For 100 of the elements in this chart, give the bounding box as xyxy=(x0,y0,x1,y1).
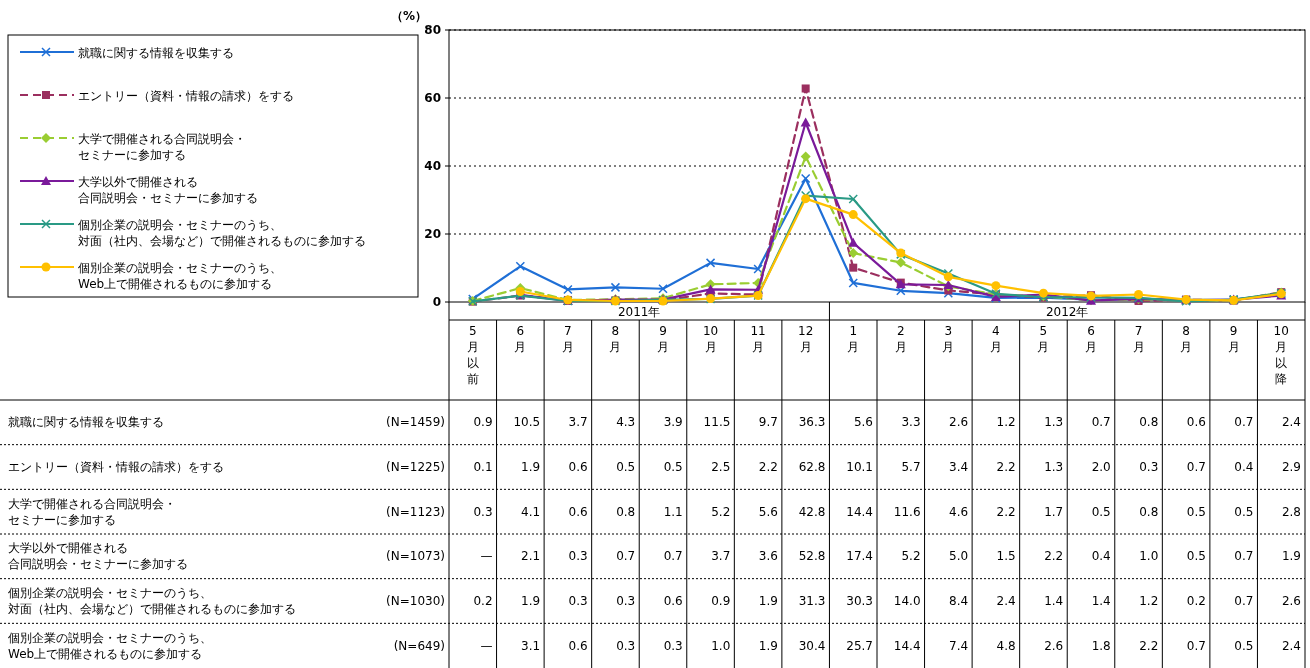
y-tick-label: 20 xyxy=(424,227,441,241)
data-label: 17.4 xyxy=(846,549,873,564)
data-label: 0.9 xyxy=(711,594,731,608)
data-label: 5.2 xyxy=(901,549,921,564)
data-label: 30.3 xyxy=(846,594,873,608)
data-label: 0.5 xyxy=(1186,549,1206,564)
data-label: 0.5 xyxy=(663,460,683,474)
text: 2012年 xyxy=(1045,305,1089,319)
data-label: 1.7 xyxy=(1044,504,1064,519)
data-label: 2.2 xyxy=(1044,549,1064,564)
data-label: 2.9 xyxy=(1281,460,1301,474)
data-label: 2.2 xyxy=(996,460,1016,474)
text: (N=1030) xyxy=(386,594,445,608)
data-label: 0.7 xyxy=(1234,415,1254,430)
data-label: 2.2 xyxy=(1139,638,1159,653)
data-label: 0.1 xyxy=(473,460,493,474)
data-label: 2.6 xyxy=(949,415,969,430)
data-label: 3.1 xyxy=(521,638,541,653)
data-label: 1.3 xyxy=(1044,415,1064,430)
y-tick-label: 80 xyxy=(424,23,441,37)
data-label: 0.5 xyxy=(616,460,636,474)
data-label: 8.4 xyxy=(949,594,969,608)
data-label: 14.4 xyxy=(893,638,921,653)
text: (N=1073) xyxy=(386,549,445,564)
data-label: 0.7 xyxy=(1234,549,1254,564)
data-label: 0.2 xyxy=(473,594,493,608)
data-label: 0.5 xyxy=(1234,638,1254,653)
data-label: 36.3 xyxy=(798,415,826,430)
x-tick-label: 1月 xyxy=(847,324,860,354)
data-label: 0.3 xyxy=(473,504,493,519)
data-label: 0.7 xyxy=(1234,594,1254,608)
x-tick-label: 10月以降 xyxy=(1273,324,1289,386)
x-tick-label: 11月 xyxy=(750,324,766,354)
legend-label: エントリー（資料・情報の請求）をする xyxy=(78,89,294,103)
data-label: 1.4 xyxy=(1044,594,1064,608)
data-label: 1.1 xyxy=(663,504,683,519)
data-label: 1.3 xyxy=(1044,460,1064,474)
data-label: 0.6 xyxy=(663,594,683,608)
data-label: 1.8 xyxy=(1091,638,1111,653)
data-label: 14.4 xyxy=(846,504,873,519)
data-label: 1.0 xyxy=(711,638,731,653)
data-label: 0.8 xyxy=(616,504,636,519)
text: 大学以外で開催される合同説明会・セミナーに参加する xyxy=(8,541,188,572)
data-label: 0.6 xyxy=(568,638,588,653)
text: (N=649) xyxy=(393,638,445,653)
data-label: 4.1 xyxy=(521,504,541,519)
data-label: 0.4 xyxy=(1091,549,1111,564)
y-tick-label: 60 xyxy=(424,91,441,105)
data-label: 0.7 xyxy=(663,549,683,564)
data-label: 2.2 xyxy=(996,504,1016,519)
text: — xyxy=(480,549,493,564)
data-label: 1.9 xyxy=(521,594,541,608)
data-label: 3.7 xyxy=(711,549,731,564)
text: (N=1123) xyxy=(386,504,445,519)
data-label: 0.3 xyxy=(616,638,636,653)
data-label: 2.6 xyxy=(1281,594,1301,608)
data-label: 0.5 xyxy=(1186,504,1206,519)
data-label: 4.6 xyxy=(949,504,969,519)
data-label: 1.9 xyxy=(521,460,541,474)
data-label: 10.1 xyxy=(846,460,873,474)
data-label: 5.6 xyxy=(758,504,778,519)
x-tick-label: 6月 xyxy=(514,324,527,354)
data-label: 10.5 xyxy=(513,415,541,430)
data-label: 0.2 xyxy=(1186,594,1206,608)
data-label: 4.3 xyxy=(616,415,636,430)
data-label: 3.9 xyxy=(663,415,683,430)
data-label: 3.3 xyxy=(901,415,921,430)
data-label: 11.6 xyxy=(893,504,921,519)
x-tick-label: 5月 xyxy=(1037,324,1050,354)
data-label: 1.4 xyxy=(1091,594,1111,608)
x-tick-label: 4月 xyxy=(989,324,1002,354)
data-label: 0.7 xyxy=(1091,415,1111,430)
x-tick-label: 10月 xyxy=(702,324,719,354)
legend-label: 個別企業の説明会・セミナーのうち、Web上で開催されるものに参加する xyxy=(78,261,282,291)
legend-label: 大学で開催される合同説明会・セミナーに参加する xyxy=(78,132,246,162)
data-label: 0.6 xyxy=(568,504,588,519)
data-label: 1.9 xyxy=(1281,549,1301,564)
data-label: 0.3 xyxy=(663,638,683,653)
data-label: 2.6 xyxy=(1044,638,1064,653)
data-label: 2.1 xyxy=(521,549,541,564)
x-tick-label: 12月 xyxy=(798,324,814,354)
data-label: 30.4 xyxy=(798,638,826,653)
x-tick-label: 7月 xyxy=(1132,324,1145,354)
data-label: 2.2 xyxy=(758,460,778,474)
data-label: 7.4 xyxy=(949,638,969,653)
data-label: 4.8 xyxy=(996,638,1016,653)
data-label: 2.0 xyxy=(1091,460,1111,474)
x-tick-label: 8月 xyxy=(609,324,622,354)
data-label: 1.9 xyxy=(758,594,778,608)
x-tick-label: 3月 xyxy=(942,324,955,354)
data-label: 2.8 xyxy=(1281,504,1301,519)
data-label: 1.2 xyxy=(996,415,1016,430)
data-label: 5.7 xyxy=(901,460,921,474)
text: (N=1225) xyxy=(386,460,445,474)
data-label: 2.5 xyxy=(711,460,731,474)
data-label: 2.4 xyxy=(1281,415,1301,430)
data-label: 3.7 xyxy=(568,415,588,430)
legend-label: 大学以外で開催される合同説明会・セミナーに参加する xyxy=(78,175,258,205)
data-label: 0.4 xyxy=(1234,460,1254,474)
data-label: 0.9 xyxy=(473,415,493,430)
